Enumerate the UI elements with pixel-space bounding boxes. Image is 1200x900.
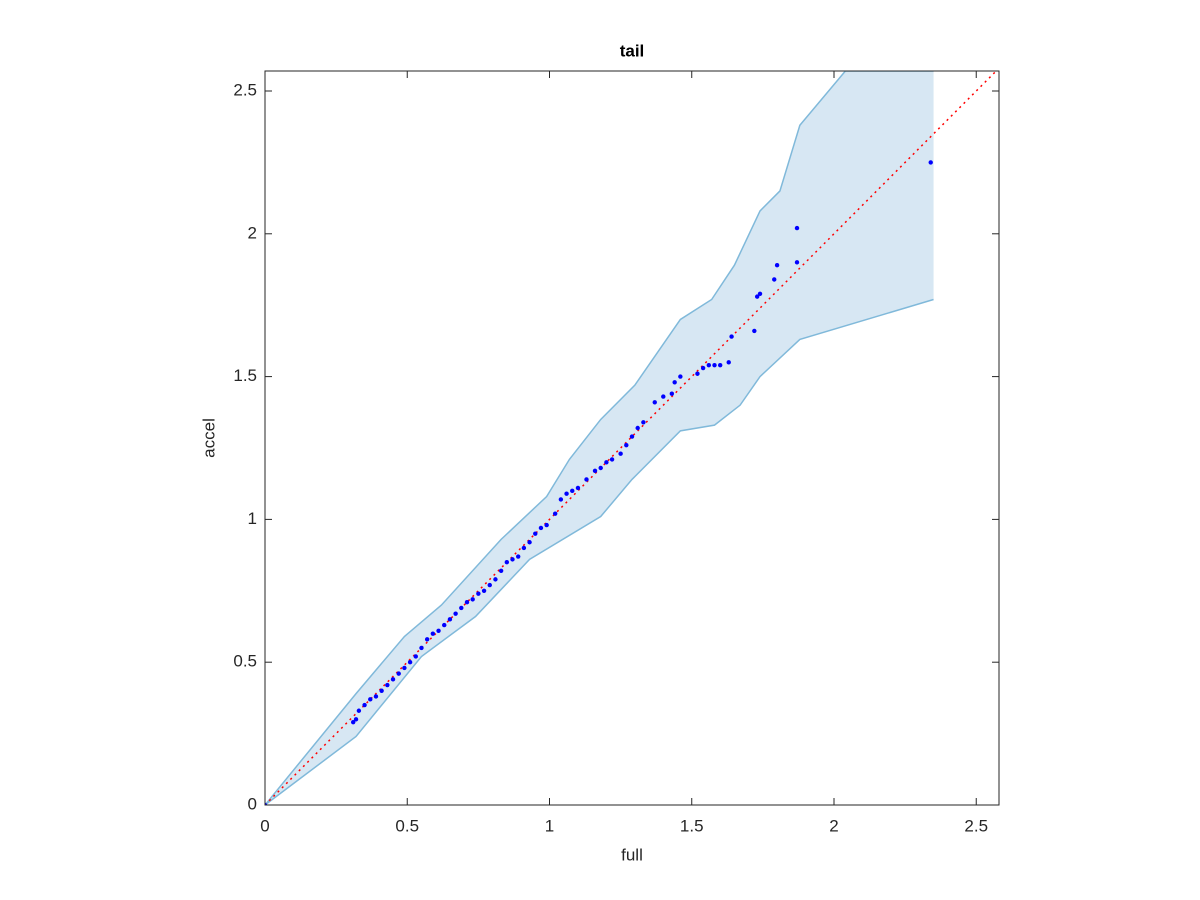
point <box>464 600 470 605</box>
x-tick-label: 1 <box>545 816 554 835</box>
point <box>504 560 510 565</box>
point <box>570 488 575 494</box>
point <box>516 554 521 559</box>
point <box>419 645 424 651</box>
plot-area <box>265 71 998 805</box>
point <box>592 468 598 474</box>
point <box>604 460 609 465</box>
point <box>436 628 441 633</box>
point <box>712 362 717 368</box>
point <box>624 442 629 448</box>
confidence-band <box>265 71 934 805</box>
x-tick-label: 0.5 <box>395 816 419 835</box>
point <box>695 371 700 376</box>
point <box>641 420 646 425</box>
point <box>726 360 731 365</box>
point <box>774 263 780 268</box>
point <box>402 665 407 671</box>
y-tick-label: 0.5 <box>233 652 257 671</box>
y-axis-label: accel <box>199 418 218 458</box>
point <box>552 511 558 516</box>
point <box>533 531 538 536</box>
point <box>368 697 373 702</box>
point <box>629 434 635 439</box>
point <box>498 568 504 574</box>
point <box>493 577 498 582</box>
point <box>407 659 413 665</box>
point <box>717 362 723 368</box>
axes-box <box>264 70 1000 806</box>
point <box>470 597 475 602</box>
point <box>424 637 430 642</box>
point <box>487 582 492 588</box>
point <box>510 557 515 562</box>
point <box>447 617 453 622</box>
point <box>754 294 760 299</box>
point <box>772 277 777 282</box>
point <box>558 497 564 502</box>
point <box>544 522 549 528</box>
point <box>265 802 268 805</box>
point <box>527 540 532 545</box>
y-tick-label: 0 <box>248 794 257 813</box>
point <box>661 394 666 399</box>
point <box>669 391 675 396</box>
point <box>652 400 657 405</box>
point <box>609 457 615 462</box>
point <box>521 545 527 551</box>
band-edge <box>265 298 934 805</box>
point <box>459 605 464 611</box>
x-tick-label: 1.5 <box>680 816 704 835</box>
point <box>353 717 359 722</box>
point <box>396 671 401 676</box>
y-tick-label: 1.5 <box>233 366 257 385</box>
point <box>481 588 487 593</box>
point <box>706 362 712 368</box>
point <box>635 425 640 431</box>
point <box>598 465 603 471</box>
point <box>757 291 763 296</box>
point <box>752 328 757 334</box>
x-tick-label: 0 <box>260 816 269 835</box>
point <box>928 160 933 165</box>
chart-title: tail <box>620 41 645 60</box>
point <box>794 260 800 265</box>
point <box>390 677 396 682</box>
y-tick-label: 2 <box>248 223 257 242</box>
y-tick-label: 1 <box>248 509 257 528</box>
x-axis-label: full <box>621 845 643 864</box>
x-tick-label: 2.5 <box>964 816 988 835</box>
point <box>385 682 390 688</box>
y-tick-label: 2.5 <box>233 80 257 99</box>
point <box>453 611 458 616</box>
point <box>476 591 481 596</box>
point <box>564 491 569 496</box>
point <box>350 719 356 725</box>
point <box>356 708 362 713</box>
point <box>430 631 436 636</box>
point <box>442 622 447 628</box>
point <box>362 702 367 708</box>
point <box>373 694 379 699</box>
point <box>618 451 623 456</box>
band-edge <box>265 71 934 805</box>
point <box>413 654 418 659</box>
point <box>729 334 734 339</box>
point <box>678 374 683 379</box>
point <box>672 380 677 385</box>
point <box>575 485 581 491</box>
point <box>538 525 544 531</box>
point <box>584 477 589 482</box>
point <box>794 225 800 231</box>
x-tick-label: 2 <box>829 816 838 835</box>
point <box>379 688 384 693</box>
point <box>700 365 706 371</box>
